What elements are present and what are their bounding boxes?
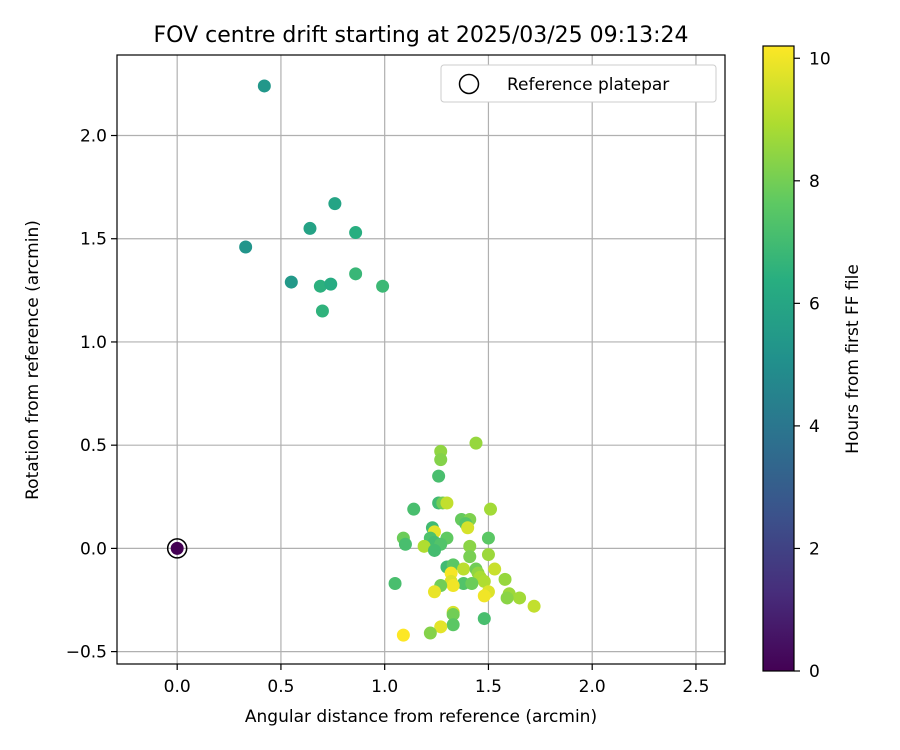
colorbar-label: Hours from first FF file [843,264,863,454]
legend-marker [458,73,480,95]
data-point [349,226,363,240]
data-point [423,626,437,640]
colorbar-gradient [762,45,795,672]
data-point [461,521,475,535]
data-point [349,267,363,281]
data-point [303,221,317,235]
data-point [477,589,491,603]
data-point [239,240,253,254]
data-point [488,562,502,576]
plot-frame [116,54,726,665]
data-point [432,469,446,483]
plot-background [117,55,725,664]
x-tick-label: 0.5 [267,677,294,697]
reference-point [170,541,184,555]
colorbar-tick-label: 2 [809,539,820,559]
legend-box [440,64,717,103]
y-tick-label: 2.0 [80,127,107,147]
colorbar-tick-label: 6 [809,294,820,314]
x-tick-label: 2.0 [579,677,606,697]
y-tick-label: 1.5 [80,230,107,250]
y-tick-label: 0.5 [80,436,107,456]
x-tick-label: 0.0 [164,677,191,697]
data-point [427,585,441,599]
x-tick-label: 1.5 [475,677,502,697]
y-axis-ticks: −0.5 0.0 0.5 1.0 1.5 2.0 [66,127,117,663]
x-axis-ticks: 0.0 0.5 1.0 1.5 2.0 2.5 [164,664,709,697]
colorbar-tick-label: 0 [809,662,820,682]
x-tick-label: 1.0 [371,677,398,697]
data-point [313,279,327,293]
data-point [376,279,390,293]
colorbar: 0 2 4 6 8 10 Hours from first FF file [762,45,863,682]
data-point [434,453,448,467]
data-point [440,496,454,510]
data-point [500,591,514,605]
colorbar-tick-label: 10 [809,49,831,69]
data-points [239,79,541,642]
x-tick-label: 2.5 [682,677,709,697]
data-point [407,502,421,516]
chart-title: FOV centre drift starting at 2025/03/25 … [154,23,689,48]
data-point [527,599,541,613]
x-axis-label: Angular distance from reference (arcmin) [245,707,597,727]
data-point [463,550,477,564]
data-point [484,502,498,516]
data-point [434,620,448,634]
data-point [324,277,338,291]
data-point [257,79,271,93]
data-point [477,574,491,588]
legend-label: Reference platepar [507,75,669,95]
reference-ring [166,538,188,559]
data-point [284,275,298,289]
legend: Reference platepar [440,64,717,103]
data-point [417,539,431,553]
data-point [513,591,527,605]
data-point [315,304,329,318]
data-point [446,607,460,621]
data-point [463,539,477,553]
data-point [481,548,495,562]
data-point [481,531,495,545]
data-point [465,576,479,590]
data-point [388,576,402,590]
data-point [457,562,471,576]
data-point [398,537,412,551]
grid [117,55,725,664]
data-point [396,628,410,642]
data-point [469,436,483,450]
data-point [446,618,460,632]
colorbar-tick-label: 4 [809,417,820,437]
colorbar-tick-label: 8 [809,172,820,192]
y-tick-label: 0.0 [80,539,107,559]
data-point [427,543,441,557]
data-point [498,572,512,586]
reference-marker [166,538,188,559]
data-point [328,197,342,211]
colorbar-ticks: 0 2 4 6 8 10 [794,49,831,682]
y-tick-label: −0.5 [66,643,107,663]
y-tick-label: 1.0 [80,333,107,353]
y-axis-label: Rotation from reference (arcmin) [23,220,43,500]
data-point [446,579,460,593]
data-point [477,612,491,626]
